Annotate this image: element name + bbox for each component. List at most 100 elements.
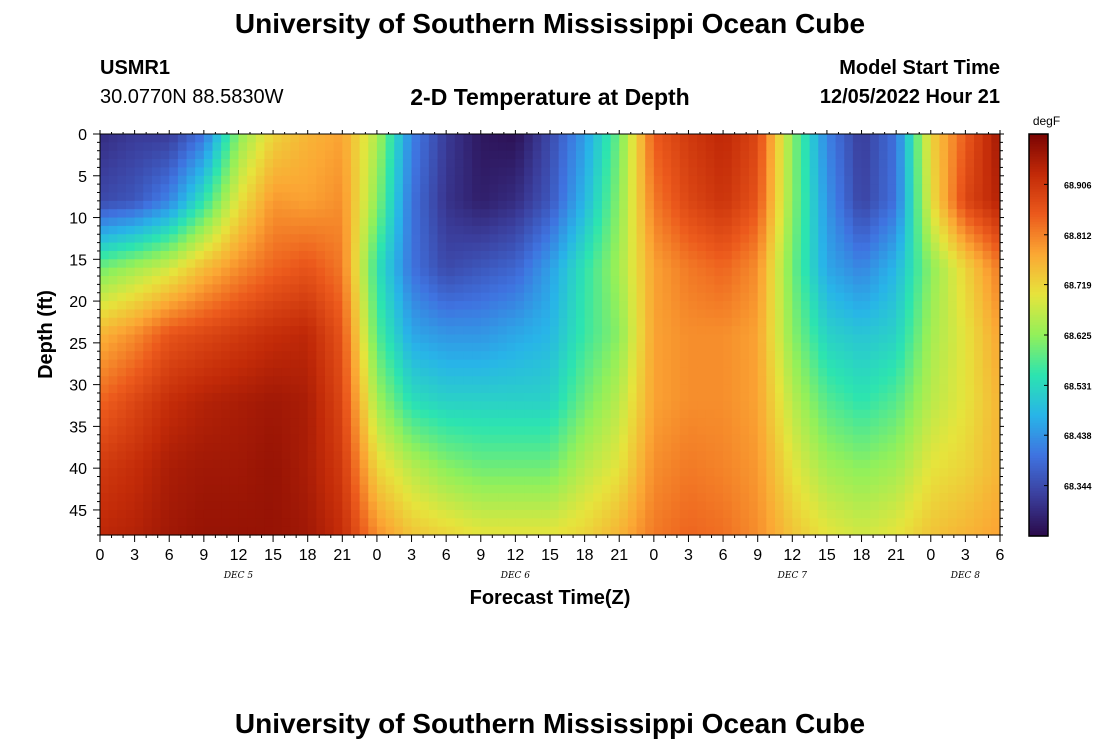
heatmap-cell [991,234,1001,244]
heatmap-cell [783,518,793,528]
heatmap-cell [394,250,404,260]
heatmap-cell [653,443,664,453]
heatmap-cell [195,409,205,419]
heatmap-cell [783,242,793,252]
heatmap-cell [134,451,144,461]
heatmap-cell [809,392,819,402]
heatmap-cell [567,134,577,143]
heatmap-cell [714,242,724,252]
heatmap-cell [662,242,672,252]
heatmap-cell [299,175,309,185]
heatmap-cell [108,309,118,319]
heatmap-cell [368,401,378,411]
heatmap-cell [316,434,326,444]
heatmap-cell [852,392,863,402]
heatmap-cell [273,409,283,419]
heatmap-cell [394,134,404,143]
heatmap-cell [679,468,690,478]
heatmap-cell [627,142,638,152]
heatmap-cell [376,493,387,503]
heatmap-cell [203,225,214,235]
heatmap-cell [454,376,465,386]
heatmap-cell [887,234,897,244]
heatmap-cell [186,392,196,402]
heatmap-cell [575,351,586,361]
heatmap-cell [368,159,378,169]
heatmap-cell [307,509,317,519]
heatmap-cell [160,392,170,402]
heatmap-cell [420,134,430,143]
heatmap-cell [662,476,672,486]
heatmap-cell [143,309,153,319]
heatmap-cell [956,284,966,294]
heatmap-cell [264,526,274,536]
heatmap-cell [904,509,915,519]
heatmap-cell [238,509,248,519]
heatmap-cell [956,451,966,461]
heatmap-cell [342,409,352,419]
heatmap-cell [177,159,188,169]
heatmap-cell [679,209,690,219]
heatmap-cell [610,359,620,369]
heatmap-cell [861,192,871,202]
heatmap-cell [688,392,698,402]
heatmap-cell [671,242,681,252]
heatmap-cell [714,292,724,302]
heatmap-cell [896,284,906,294]
heatmap-cell [350,234,361,244]
heatmap-cell [273,493,283,503]
heatmap-cell [411,376,421,386]
heatmap-cell [316,250,326,260]
heatmap-cell [792,451,802,461]
heatmap-cell [601,234,612,244]
heatmap-cell [203,476,214,486]
heatmap-cell [100,518,110,528]
heatmap-cell [567,443,577,453]
heatmap-cell [290,284,300,294]
heatmap-cell [593,167,603,177]
heatmap-cell [775,342,785,352]
heatmap-cell [835,526,845,536]
heatmap-cell [247,326,257,336]
heatmap-cell [402,426,413,436]
heatmap-cell [740,359,750,369]
heatmap-cell [731,209,741,219]
heatmap-cell [636,142,646,152]
heatmap-cell [108,142,118,152]
heatmap-cell [697,418,707,427]
heatmap-cell [645,434,655,444]
heatmap-cell [982,526,992,536]
heatmap-cell [472,451,482,461]
heatmap-cell [818,192,828,202]
heatmap-cell [584,250,594,260]
heatmap-cell [584,476,594,486]
heatmap-cell [878,150,889,160]
heatmap-cell [783,326,793,336]
heatmap-cell [627,192,638,202]
heatmap-cell [342,184,352,194]
heatmap-cell [160,209,170,219]
heatmap-cell [212,392,222,402]
heatmap-cell [480,367,491,377]
heatmap-cell [394,509,404,519]
heatmap-cell [688,434,698,444]
heatmap-cell [939,518,949,528]
heatmap-cell [749,292,759,302]
heatmap-cell [870,501,880,511]
heatmap-cell [610,459,620,469]
heatmap-cell [143,301,153,311]
heatmap-cell [809,234,819,244]
heatmap-cell [887,284,897,294]
heatmap-cell [913,225,923,235]
heatmap-cell [757,493,767,503]
heatmap-cell [558,334,568,344]
heatmap-cell [446,217,456,227]
heatmap-cell [662,376,672,386]
heatmap-cell [117,292,127,302]
heatmap-cell [446,276,456,285]
heatmap-cell [653,409,664,419]
heatmap-cell [221,376,231,386]
heatmap-cell [567,359,577,369]
heatmap-cell [134,443,144,453]
heatmap-cell [610,476,620,486]
